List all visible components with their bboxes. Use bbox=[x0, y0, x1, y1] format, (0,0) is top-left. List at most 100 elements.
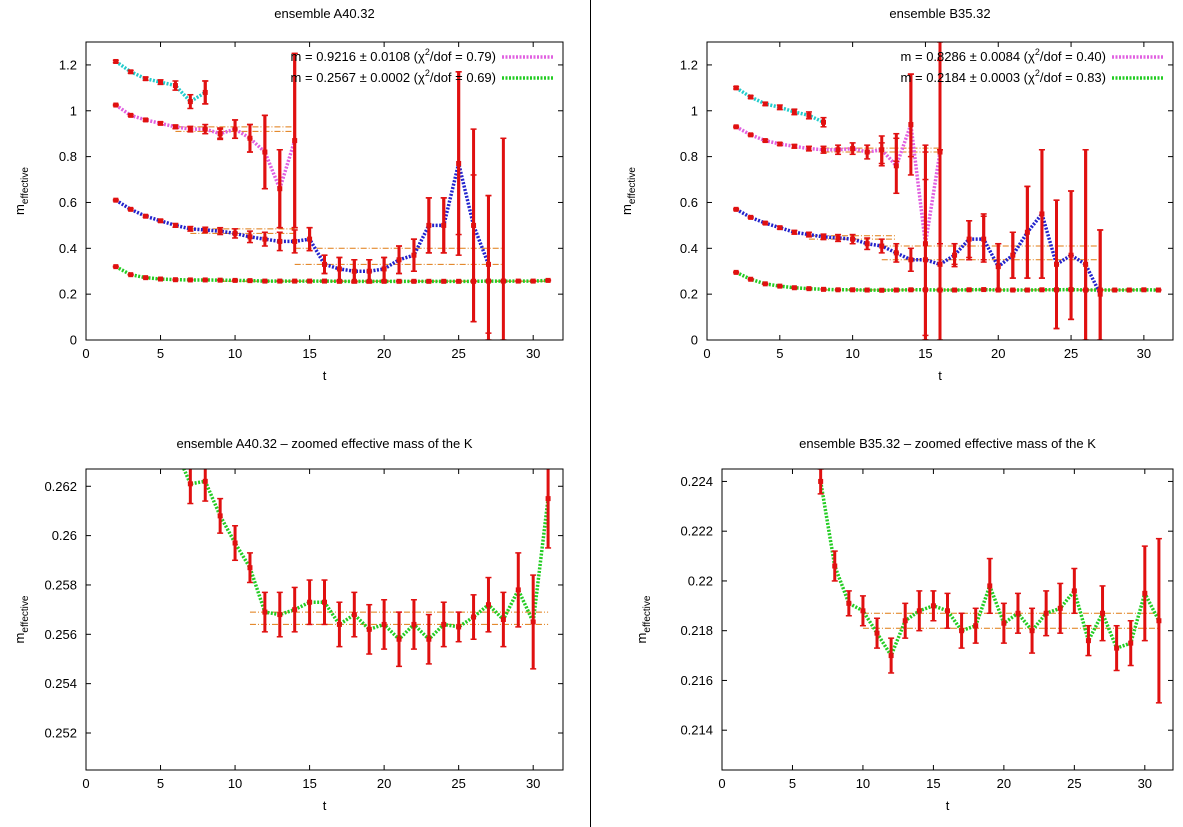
y-axis-label-base: m bbox=[12, 633, 27, 644]
data-point bbox=[762, 101, 768, 107]
data-point bbox=[748, 94, 754, 100]
plot-frame bbox=[706, 41, 1174, 341]
y-tick-label: 1.2 bbox=[59, 57, 77, 72]
y-tick-label: 0.216 bbox=[680, 673, 713, 688]
plot-area bbox=[733, 42, 1162, 340]
data-point bbox=[441, 621, 447, 627]
data-point bbox=[762, 138, 768, 144]
data-point bbox=[1015, 610, 1021, 616]
data-point bbox=[835, 287, 841, 293]
data-point bbox=[893, 287, 899, 293]
x-tick-label: 30 bbox=[526, 346, 540, 361]
data-point bbox=[908, 257, 914, 263]
data-point bbox=[952, 287, 958, 293]
plot-area bbox=[112, 52, 552, 340]
data-point bbox=[426, 636, 432, 642]
y-tick-label: 0.8 bbox=[680, 149, 698, 164]
y-axis-label-subscript: effective bbox=[627, 167, 638, 204]
y-tick-label: 0.8 bbox=[59, 149, 77, 164]
data-point bbox=[128, 272, 134, 278]
data-point bbox=[835, 147, 841, 153]
x-tick-label: 15 bbox=[926, 776, 940, 791]
y-axis-label-subscript: effective bbox=[20, 595, 31, 632]
data-point bbox=[247, 278, 253, 284]
data-point bbox=[158, 79, 164, 85]
x-tick-label: 5 bbox=[157, 346, 164, 361]
data-point bbox=[485, 602, 491, 608]
data-point bbox=[113, 264, 119, 270]
x-tick-label: 30 bbox=[526, 776, 540, 791]
series-line bbox=[114, 265, 549, 284]
data-point bbox=[806, 146, 812, 152]
data-point bbox=[864, 149, 870, 155]
data-point bbox=[232, 277, 238, 283]
x-tick-label: 30 bbox=[1138, 776, 1152, 791]
x-tick-label: 20 bbox=[997, 776, 1011, 791]
data-point bbox=[959, 628, 965, 634]
legend-superscript: 2 bbox=[1035, 68, 1040, 78]
x-tick-label: 0 bbox=[703, 346, 710, 361]
data-point bbox=[366, 626, 372, 632]
data-point bbox=[128, 206, 134, 212]
chart-title: ensemble A40.32 – zoomed effective mass … bbox=[176, 436, 472, 451]
data-point bbox=[777, 225, 783, 231]
data-point bbox=[262, 236, 268, 242]
x-tick-label: 20 bbox=[377, 776, 391, 791]
legend-entry: m = 0.2567 ± 0.0002 (χ2/dof = 0.69) bbox=[291, 68, 496, 85]
y-axis-label: meffective bbox=[619, 167, 638, 215]
data-point bbox=[500, 617, 506, 622]
data-point bbox=[172, 277, 178, 283]
data-point bbox=[791, 229, 797, 235]
x-tick-label: 5 bbox=[157, 776, 164, 791]
data-point bbox=[202, 478, 208, 484]
data-point bbox=[158, 120, 164, 126]
data-point bbox=[530, 278, 536, 284]
data-point bbox=[874, 630, 880, 636]
data-point bbox=[1156, 618, 1162, 624]
data-point bbox=[1142, 590, 1148, 596]
x-tick-label: 10 bbox=[228, 346, 242, 361]
data-point bbox=[113, 58, 119, 64]
data-point bbox=[733, 124, 739, 130]
data-point bbox=[322, 278, 327, 284]
data-point bbox=[262, 609, 268, 615]
data-point bbox=[143, 275, 149, 281]
data-point bbox=[158, 276, 164, 282]
y-tick-label: 0.6 bbox=[59, 195, 77, 210]
y-axis-label: meffective bbox=[12, 167, 31, 215]
data-point bbox=[791, 285, 797, 291]
x-tick-label: 10 bbox=[856, 776, 870, 791]
data-point bbox=[322, 599, 327, 605]
data-point bbox=[307, 599, 313, 605]
x-tick-label: 30 bbox=[1137, 346, 1151, 361]
data-point bbox=[202, 126, 208, 132]
chart-a40-effective-mass: ensemble A40.32 0 5 10 15 20 25 30 0 0.2 0.4 0.6 0.8… bbox=[12, 6, 564, 383]
y-tick-label: 0.224 bbox=[680, 474, 713, 489]
y-tick-label: 0.254 bbox=[44, 676, 77, 691]
y-axis-label: meffective bbox=[12, 595, 31, 643]
data-point bbox=[1114, 645, 1120, 651]
data-point bbox=[818, 478, 824, 484]
data-point bbox=[456, 624, 462, 630]
data-point bbox=[143, 76, 149, 82]
data-point bbox=[1001, 620, 1007, 626]
data-point bbox=[893, 250, 899, 256]
data-point bbox=[232, 230, 238, 236]
chart-title: ensemble B35.32 bbox=[889, 6, 990, 21]
x-tick-label: 15 bbox=[302, 776, 316, 791]
legend-text: m = 0.8286 ± 0.0084 (χ bbox=[901, 49, 1035, 64]
data-point bbox=[879, 243, 885, 249]
x-tick-label: 25 bbox=[451, 346, 465, 361]
x-axis-label: t bbox=[946, 798, 950, 813]
data-point bbox=[1057, 605, 1063, 611]
data-point bbox=[187, 226, 193, 232]
data-point bbox=[545, 277, 551, 283]
data-point bbox=[1085, 638, 1091, 644]
legend-text: m = 0.9216 ± 0.0108 (χ bbox=[291, 49, 425, 64]
y-tick-label: 1 bbox=[70, 103, 77, 118]
data-point bbox=[307, 278, 313, 284]
data-point bbox=[806, 112, 812, 118]
data-point bbox=[748, 214, 754, 220]
data-point bbox=[128, 112, 134, 118]
data-point bbox=[1112, 287, 1118, 293]
